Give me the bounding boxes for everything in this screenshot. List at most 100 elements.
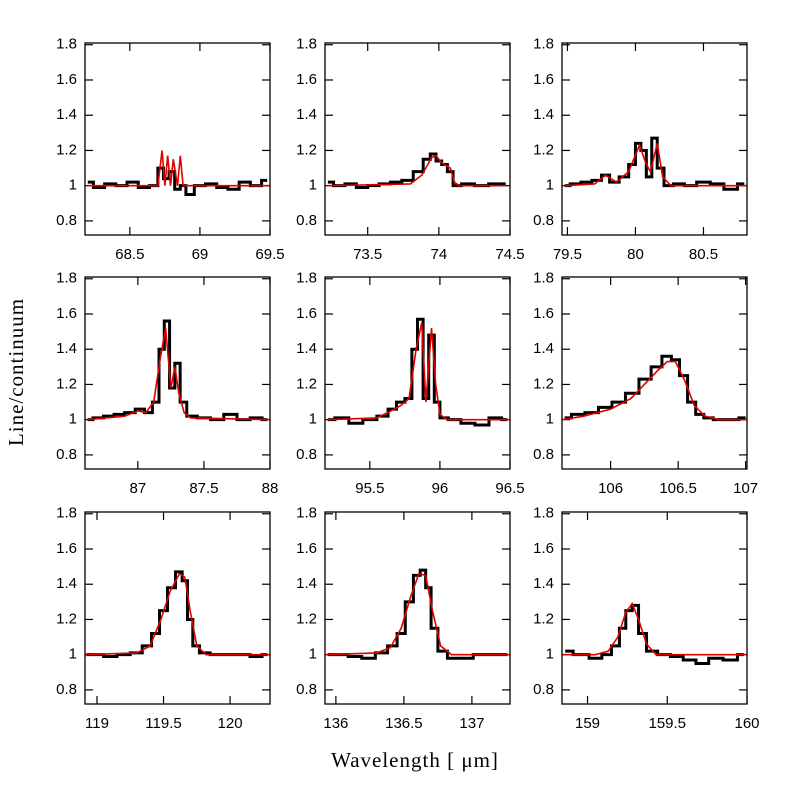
model-line xyxy=(562,601,747,656)
x-tick-label: 69.5 xyxy=(255,246,284,263)
x-tick-label: 80 xyxy=(627,246,644,263)
x-tick-label: 137 xyxy=(459,715,484,732)
y-tick-label: 1 xyxy=(546,646,554,663)
observed-spectrum xyxy=(327,568,508,660)
y-tick-label: 1.2 xyxy=(533,375,554,392)
y-tick-label: 1.6 xyxy=(533,305,554,322)
observed-spectrum xyxy=(564,354,746,422)
y-tick-label: 1.4 xyxy=(56,340,77,357)
x-tick-label: 119 xyxy=(85,715,109,732)
observed-spectrum xyxy=(564,136,745,191)
y-tick-label: 1.6 xyxy=(296,540,317,557)
y-tick-label: 1 xyxy=(309,177,317,194)
y-tick-label: 1.2 xyxy=(56,375,77,392)
y-tick-label: 1 xyxy=(546,411,554,428)
x-tick-label: 119.5 xyxy=(145,715,181,732)
y-tick-label: 1.4 xyxy=(296,106,317,123)
y-tick-label: 1.8 xyxy=(56,36,77,53)
y-tick-label: 1.8 xyxy=(56,270,77,287)
y-tick-label: 1.2 xyxy=(296,610,317,627)
y-tick-label: 1.6 xyxy=(296,71,317,88)
plot-frame xyxy=(84,276,271,470)
plot-frame xyxy=(84,42,271,236)
x-tick-label: 136.5 xyxy=(385,715,423,732)
x-tick-label: 69 xyxy=(192,246,209,263)
y-tick-label: 1.4 xyxy=(296,575,317,592)
y-tick-label: 1.4 xyxy=(533,575,554,592)
y-tick-label: 1.6 xyxy=(296,305,317,322)
y-tick-label: 0.8 xyxy=(296,446,317,463)
x-tick-label: 106.5 xyxy=(659,480,697,497)
y-tick-label: 1.4 xyxy=(56,106,77,123)
observed-spectrum xyxy=(565,603,744,665)
y-tick-label: 1 xyxy=(69,411,77,428)
y-tick-label: 1.8 xyxy=(296,270,317,287)
plot-frame xyxy=(324,511,511,705)
y-tick-label: 1.4 xyxy=(56,575,77,592)
y-tick-label: 1.8 xyxy=(296,505,317,522)
plot-frame xyxy=(324,42,511,236)
y-tick-label: 1.6 xyxy=(56,71,77,88)
y-axis-label: Line/continuum xyxy=(4,298,28,446)
y-tick-label: 0.8 xyxy=(56,446,77,463)
y-tick-label: 1 xyxy=(309,646,317,663)
x-tick-label: 88 xyxy=(262,480,279,497)
x-tick-label: 120 xyxy=(218,715,243,732)
y-tick-label: 1.2 xyxy=(296,375,317,392)
x-tick-label: 95.5 xyxy=(355,480,384,497)
model-line xyxy=(85,572,270,656)
plot-frame xyxy=(561,511,748,705)
x-tick-label: 73.5 xyxy=(353,246,382,263)
x-tick-label: 96.5 xyxy=(495,480,524,497)
plot-frame xyxy=(324,276,511,470)
observed-spectrum xyxy=(86,570,268,658)
y-tick-label: 1 xyxy=(69,177,77,194)
y-tick-label: 0.8 xyxy=(533,681,554,698)
model-line xyxy=(325,572,510,656)
y-tick-label: 0.8 xyxy=(296,212,317,229)
y-tick-label: 1.8 xyxy=(533,505,554,522)
x-tick-label: 107 xyxy=(733,480,758,497)
x-axis-label: Wavelength [ μm] xyxy=(331,748,499,772)
y-tick-label: 0.8 xyxy=(533,212,554,229)
y-tick-label: 1.2 xyxy=(296,141,317,158)
x-tick-label: 106 xyxy=(598,480,623,497)
plot-frame xyxy=(561,42,748,236)
y-tick-label: 1.6 xyxy=(533,71,554,88)
x-tick-label: 74 xyxy=(431,246,448,263)
y-tick-label: 0.8 xyxy=(56,212,77,229)
y-tick-label: 1.8 xyxy=(296,36,317,53)
model-line xyxy=(564,142,747,187)
y-tick-label: 0.8 xyxy=(533,446,554,463)
model-line xyxy=(327,322,510,421)
y-tick-label: 1.8 xyxy=(533,36,554,53)
x-tick-label: 159.5 xyxy=(648,715,686,732)
plot-frame xyxy=(561,276,748,470)
x-tick-label: 136 xyxy=(323,715,348,732)
y-tick-label: 1.4 xyxy=(533,340,554,357)
observed-spectrum xyxy=(327,317,508,427)
plot-frame xyxy=(84,511,271,705)
x-tick-label: 74.5 xyxy=(495,246,524,263)
x-tick-label: 87.5 xyxy=(189,480,218,497)
x-tick-label: 79.5 xyxy=(553,246,582,263)
x-tick-label: 96 xyxy=(432,480,449,497)
y-tick-label: 0.8 xyxy=(56,681,77,698)
y-tick-label: 1.2 xyxy=(533,141,554,158)
y-tick-label: 1.2 xyxy=(56,610,77,627)
y-tick-label: 1.2 xyxy=(56,141,77,158)
model-line xyxy=(87,150,270,187)
y-tick-label: 1.4 xyxy=(296,340,317,357)
x-tick-label: 80.5 xyxy=(689,246,718,263)
y-tick-label: 1.8 xyxy=(56,505,77,522)
model-line xyxy=(327,154,506,187)
y-tick-label: 0.8 xyxy=(296,681,317,698)
observed-spectrum xyxy=(87,319,268,422)
y-tick-label: 1 xyxy=(546,177,554,194)
x-tick-label: 87 xyxy=(130,480,147,497)
model-line xyxy=(87,327,270,421)
model-line xyxy=(562,360,747,421)
y-tick-label: 1.6 xyxy=(533,540,554,557)
